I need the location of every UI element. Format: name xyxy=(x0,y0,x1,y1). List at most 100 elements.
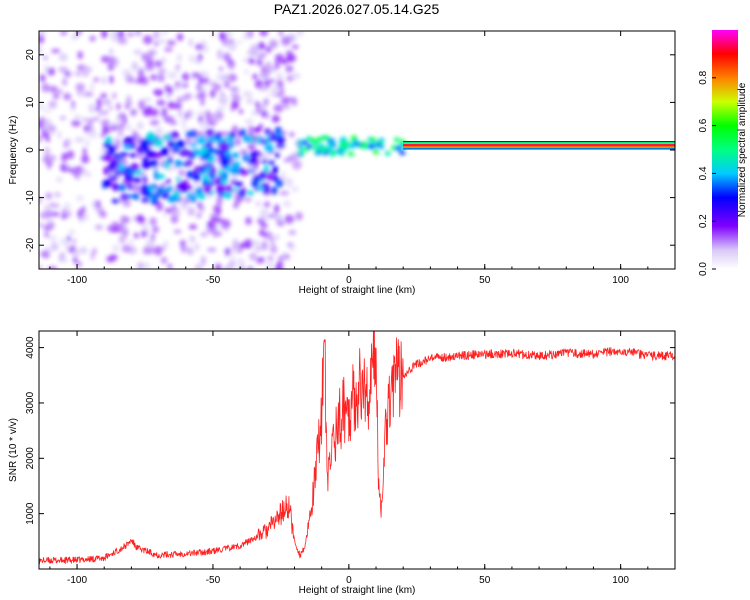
heatmap-cell xyxy=(210,218,221,223)
heatmap-cell xyxy=(146,131,156,141)
heatmap-cell xyxy=(185,130,195,138)
heatmap-cell xyxy=(256,57,263,66)
heatmap-cell xyxy=(185,136,191,146)
heatmap-cell xyxy=(172,148,180,153)
heatmap-cell xyxy=(111,198,121,204)
heatmap-cell xyxy=(264,143,274,153)
heatmap-cell xyxy=(275,151,280,158)
heatmap-cell xyxy=(122,118,128,125)
heatmap-cell xyxy=(94,106,100,112)
heatmap-cell xyxy=(220,178,228,185)
heatmap-cell xyxy=(127,183,133,190)
heatmap-cell xyxy=(227,41,237,51)
heatmap-cell xyxy=(218,168,224,176)
heatmap-cell xyxy=(175,82,180,87)
heatmap-cell xyxy=(81,167,87,175)
heatmap-cell xyxy=(253,150,261,157)
heatmap-cell xyxy=(64,138,72,147)
heatmap-cell xyxy=(63,202,71,212)
colorbar-tick-label: 0.6 xyxy=(698,118,709,132)
heatmap-cell xyxy=(220,219,231,229)
heatmap-cell xyxy=(142,107,153,117)
heatmap-cell xyxy=(137,214,144,222)
heatmap-cell xyxy=(122,144,132,150)
heatmap-cell xyxy=(48,100,58,109)
heatmap-cell xyxy=(207,121,217,126)
heatmap-cell xyxy=(279,87,285,97)
heatmap-cell xyxy=(75,195,85,202)
heatmap-cell xyxy=(306,143,313,149)
heatmap-cell xyxy=(196,212,202,219)
heatmap-cell xyxy=(160,256,168,264)
heatmap-cell xyxy=(82,212,89,222)
heatmap-cell xyxy=(132,192,140,201)
heatmap-cell xyxy=(186,170,194,179)
heatmap-cell xyxy=(39,135,43,143)
heatmap-cell xyxy=(288,131,295,138)
heatmap-cell xyxy=(77,50,84,60)
heatmap-cell xyxy=(274,126,282,133)
heatmap-cell xyxy=(219,154,227,162)
heatmap-cell xyxy=(161,31,168,36)
heatmap-cell xyxy=(270,41,279,47)
heatmap-cell xyxy=(155,127,164,135)
heatmap-cell xyxy=(195,165,202,172)
heatmap-cell xyxy=(251,111,257,116)
heatmap-cell xyxy=(226,184,232,193)
colorbar-tick-label: 0.8 xyxy=(698,70,709,84)
heatmap-cell xyxy=(167,140,175,148)
heatmap-cell xyxy=(203,76,209,85)
heatmap-cell xyxy=(339,137,346,143)
heatmap-cell xyxy=(269,244,278,254)
heatmap-cell xyxy=(393,137,400,143)
heatmap-cell xyxy=(216,73,222,81)
heatmap-cell xyxy=(242,153,250,162)
heatmap-cell xyxy=(101,76,107,85)
heatmap-cell xyxy=(92,247,97,255)
heatmap-cell xyxy=(54,191,61,198)
heatmap-cell xyxy=(157,67,167,74)
heatmap-cell xyxy=(202,173,209,182)
heatmap-cell xyxy=(47,163,52,170)
heatmap-cell xyxy=(312,139,319,145)
heatmap-cell xyxy=(239,266,244,269)
heatmap-cell xyxy=(326,147,333,153)
heatmap-cell xyxy=(150,74,157,81)
heatmap-cell xyxy=(182,122,187,133)
heatmap-cell xyxy=(164,84,171,92)
heatmap-cell xyxy=(134,169,143,176)
heatmap-cell xyxy=(242,187,247,195)
heatmap-cell xyxy=(128,168,135,177)
heatmap-cell xyxy=(220,131,230,137)
heatmap-cell xyxy=(65,210,72,218)
heatmap-cell xyxy=(102,109,109,116)
heatmap-cell xyxy=(141,163,151,170)
heatmap-cell xyxy=(131,61,139,72)
heatmap-cell xyxy=(247,158,256,166)
heatmap-cell xyxy=(103,166,109,176)
heatmap-cell xyxy=(160,183,168,188)
heatmap-cell xyxy=(285,50,293,58)
heatmap-cell xyxy=(158,39,166,44)
heatmap-cell xyxy=(145,238,155,248)
heatmap-cell xyxy=(182,162,190,167)
heatmap-cell xyxy=(86,171,91,178)
heatmap-cell xyxy=(55,176,63,183)
heatmap-cell xyxy=(85,138,90,148)
heatmap-cell xyxy=(41,82,50,93)
heatmap-cell xyxy=(164,208,171,213)
heatmap-cell xyxy=(219,143,230,148)
heatmap-cell xyxy=(44,108,52,114)
heatmap-cell xyxy=(43,146,51,156)
heatmap-cell xyxy=(140,185,150,190)
heatmap-cell xyxy=(281,36,291,46)
heatmap-cell xyxy=(59,237,67,246)
heatmap-cell xyxy=(151,193,160,200)
heatmap-cell xyxy=(76,89,84,97)
heatmap-cell xyxy=(347,151,354,157)
top-x-axis-label: Height of straight line (km) xyxy=(299,285,416,296)
heatmap-cell xyxy=(115,139,121,150)
heatmap-cell xyxy=(237,130,242,137)
heatmap-cell xyxy=(255,107,262,115)
heatmap-cell xyxy=(139,148,145,154)
